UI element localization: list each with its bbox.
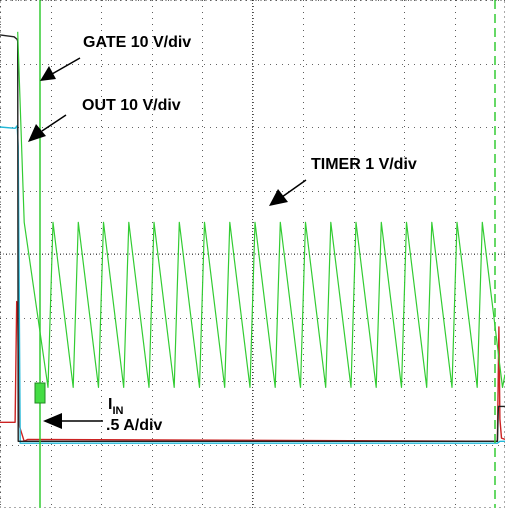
trigger-marker — [34, 382, 46, 404]
timer-trace — [17, 31, 505, 388]
iin-label-main: I — [108, 396, 112, 413]
gate-arrow — [40, 57, 81, 81]
out-arrow — [28, 114, 67, 142]
iin-label: IIN — [108, 396, 124, 417]
traces — [0, 31, 505, 444]
iin-scale-label: .5 A/div — [106, 417, 162, 434]
out-trace — [0, 125, 505, 444]
timer-label: TIMER 1 V/div — [311, 156, 417, 173]
gate-trace — [0, 34, 505, 442]
iin-label-subscript: IN — [112, 405, 123, 417]
gate-label: GATE 10 V/div — [83, 34, 191, 51]
iin-arrow — [43, 413, 103, 429]
out-label: OUT 10 V/div — [82, 97, 181, 114]
timer-arrow — [269, 179, 307, 206]
